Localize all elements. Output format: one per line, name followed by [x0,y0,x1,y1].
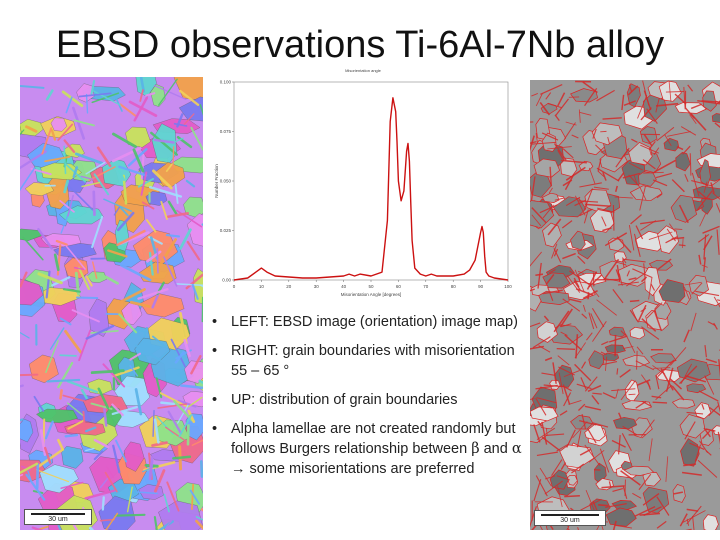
x-tick-label: 20 [286,284,292,289]
left-scale-label: 30 um [48,516,68,523]
bullet-alpha-pre: Alpha lamellae are not created randomly … [231,421,516,457]
right-scale-label: 30 um [560,517,580,524]
x-tick-label: 40 [341,284,347,289]
bullet-list: LEFT: EBSD image (orientation) image map… [212,312,522,488]
x-axis-label: Misorientation Angle [degrees] [341,292,402,297]
ebsd-grain-boundary-map: 30 um [530,80,720,530]
x-tick-label: 0 [233,284,236,289]
chart-title: Misorientation angle [345,68,381,73]
x-tick-label: 50 [368,284,374,289]
beta-symbol: β [471,441,480,457]
x-tick-label: 30 [314,284,320,289]
arrow-icon: → [231,461,250,477]
x-tick-label: 60 [396,284,402,289]
bullet-and: and [479,441,512,457]
right-scale-bar: 30 um [534,510,606,526]
bullet-up: UP: distribution of grain boundaries [212,390,522,410]
misorientation-series-line [233,97,509,281]
y-axis-label: Number Fraction [214,164,219,198]
misorientation-chart: Misorientation angle 0 10 20 30 40 50 60 70 80 90… [208,68,518,308]
bullet-right: RIGHT: grain boundaries with misorientat… [212,341,522,381]
plot-frame [233,81,509,281]
bullet-left: LEFT: EBSD image (orientation) image map… [212,312,522,332]
y-tick-label: 0.025 [220,228,232,233]
bullet-alpha-lamellae: Alpha lamellae are not created randomly … [212,419,522,479]
x-tick-label: 100 [504,284,512,289]
left-scale-bar: 30 um [24,509,92,525]
y-tick-label: 0.050 [220,179,232,184]
slide-title: EBSD observations Ti-6Al-7Nb alloy [55,24,665,66]
ebsd-orientation-map: 30 um [20,77,203,530]
y-tick-label: 0.100 [220,80,232,85]
alpha-symbol: α [511,441,522,457]
y-tick-label: 0.00 [222,278,231,283]
x-tick-label: 80 [451,284,457,289]
y-tick-label: 0.075 [220,129,232,134]
x-tick-label: 70 [423,284,429,289]
bullet-alpha-post: some misorientations are preferred [249,461,475,477]
x-tick-label: 10 [259,284,265,289]
x-tick-label: 90 [478,284,484,289]
